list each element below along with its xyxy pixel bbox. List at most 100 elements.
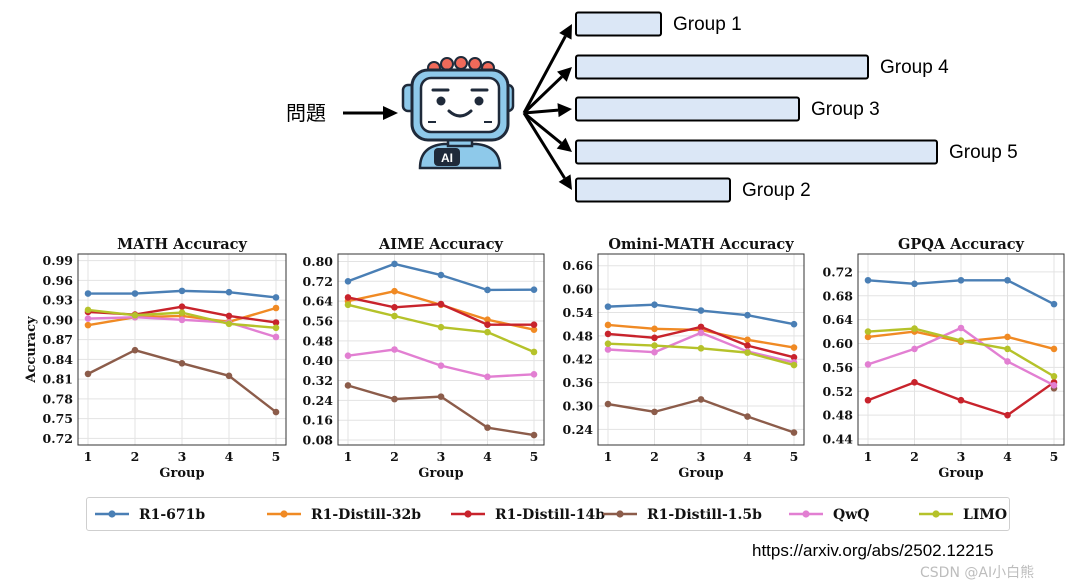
fan-arrow: [523, 108, 559, 115]
y-tick-label: 0.44: [823, 432, 854, 447]
plot-border: [337, 253, 545, 446]
x-tick-label: 4: [743, 449, 752, 464]
data-point-r1-distill-1-5b: [84, 370, 92, 378]
data-point-r1-distill-1-5b: [530, 431, 538, 439]
data-point-r1-671b: [957, 276, 965, 284]
data-point-r1-distill-14b: [530, 321, 538, 328]
data-point-limo: [651, 342, 658, 349]
data-point-limo: [1004, 345, 1011, 353]
data-point-limo: [604, 340, 612, 347]
legend-label: LIMO: [963, 507, 1007, 523]
math-accuracy-chart: MATH Accuracy 0.72 0.75 0.78 0.81 0.84 0.87 0.9…: [24, 236, 287, 481]
data-point-r1-distill-1-5b: [225, 372, 233, 380]
data-point-r1-distill-14b: [911, 379, 918, 386]
data-point-limo: [225, 320, 233, 328]
plot-border: [857, 253, 1065, 446]
data-point-r1-distill-14b: [391, 304, 398, 311]
data-point-limo: [1050, 373, 1058, 380]
data-point-r1-distill-14b: [225, 312, 233, 320]
legend-entry: R1-Distill-32b: [267, 507, 421, 523]
data-point-r1-distill-32b: [530, 326, 538, 333]
y-tick-label: 0.48: [823, 408, 854, 423]
y-tick-label: 0.32: [303, 373, 333, 388]
data-point-qwq: [530, 371, 538, 378]
y-tick-label: 0.60: [563, 282, 594, 297]
y-tick-label: 0.60: [823, 336, 854, 351]
data-point-r1-distill-1-5b: [391, 395, 398, 403]
data-point-r1-distill-32b: [1050, 345, 1058, 353]
y-tick-label: 0.87: [43, 332, 73, 347]
y-tick-label: 0.24: [563, 422, 594, 437]
data-point-r1-distill-32b: [651, 325, 658, 333]
data-point-r1-distill-1-5b: [484, 424, 491, 431]
x-tick-label: 5: [272, 449, 281, 464]
group-bar: [575, 177, 731, 203]
legend-swatch-marker: [280, 510, 288, 518]
data-point-r1-distill-14b: [178, 303, 186, 310]
data-point-r1-distill-1-5b: [344, 382, 352, 389]
data-point-qwq: [344, 352, 352, 360]
y-tick-label: 0.72: [43, 431, 73, 446]
x-axis-label: Group: [938, 466, 983, 481]
x-tick-label: 4: [225, 449, 234, 464]
data-point-limo: [864, 328, 872, 335]
data-point-r1-671b: [437, 271, 445, 279]
data-point-r1-671b: [484, 286, 491, 294]
legend-entry: R1-671b: [95, 507, 205, 523]
data-point-qwq: [911, 345, 918, 353]
data-point-r1-671b: [391, 260, 398, 268]
chart-title: Omini-MATH Accuracy: [608, 236, 794, 253]
data-point-r1-distill-14b: [1004, 411, 1011, 419]
y-tick-label: 0.75: [43, 411, 73, 426]
data-point-qwq: [484, 373, 491, 381]
y-tick-label: 0.16: [303, 413, 334, 428]
data-point-limo: [178, 309, 186, 316]
y-tick-label: 0.56: [823, 360, 854, 375]
group-label: Group 4: [880, 57, 949, 78]
data-point-r1-671b: [344, 277, 352, 285]
fan-arrow: [522, 35, 567, 114]
x-axis-label: Group: [159, 466, 204, 481]
group-bar: [575, 11, 662, 37]
group-bar: [575, 54, 869, 80]
question-label: 問題: [286, 101, 326, 125]
data-point-qwq: [651, 348, 658, 356]
data-point-qwq: [178, 316, 186, 324]
data-point-limo: [744, 349, 751, 356]
data-point-r1-distill-1-5b: [790, 429, 798, 436]
fan-arrow: [523, 111, 563, 145]
data-point-limo: [697, 345, 705, 352]
data-point-r1-671b: [84, 290, 92, 297]
y-tick-label: 0.64: [823, 312, 854, 327]
source-url: https://arxiv.org/abs/2502.12215: [752, 541, 994, 560]
x-tick-label: 1: [604, 449, 613, 464]
robot-badge: AI: [441, 151, 453, 165]
data-point-limo: [84, 306, 92, 314]
x-tick-label: 2: [131, 449, 140, 464]
data-point-r1-distill-32b: [864, 333, 872, 341]
data-point-qwq: [1004, 358, 1011, 365]
x-tick-label: 2: [910, 449, 919, 464]
data-point-r1-671b: [790, 320, 798, 328]
data-point-r1-distill-1-5b: [178, 360, 186, 367]
chart-legend: R1-671b R1-Distill-32b R1-Distill-14b R1-Di…: [86, 497, 1010, 531]
y-tick-label: 0.48: [563, 328, 594, 343]
legend-entry: QwQ: [789, 507, 869, 523]
data-point-qwq: [697, 329, 705, 337]
y-tick-label: 0.68: [823, 288, 854, 303]
data-point-r1-distill-1-5b: [604, 400, 612, 408]
legend-label: R1-671b: [139, 507, 205, 523]
data-point-r1-distill-32b: [790, 344, 798, 351]
fan-arrow: [522, 75, 563, 115]
fan-arrow: [522, 112, 566, 179]
y-tick-label: 0.93: [43, 293, 73, 308]
data-point-r1-distill-32b: [1004, 333, 1011, 341]
y-tick-label: 0.66: [563, 258, 594, 273]
data-point-r1-distill-14b: [272, 319, 280, 326]
gpqa-accuracy-chart: GPQA Accuracy 0.44 0.48 0.52 0.56 0.60 0.64 0.6…: [823, 236, 1065, 481]
data-point-r1-distill-14b: [437, 300, 445, 308]
x-tick-label: 2: [650, 449, 659, 464]
plot-border: [77, 253, 287, 446]
data-point-limo: [484, 328, 491, 336]
x-tick-label: 1: [344, 449, 353, 464]
